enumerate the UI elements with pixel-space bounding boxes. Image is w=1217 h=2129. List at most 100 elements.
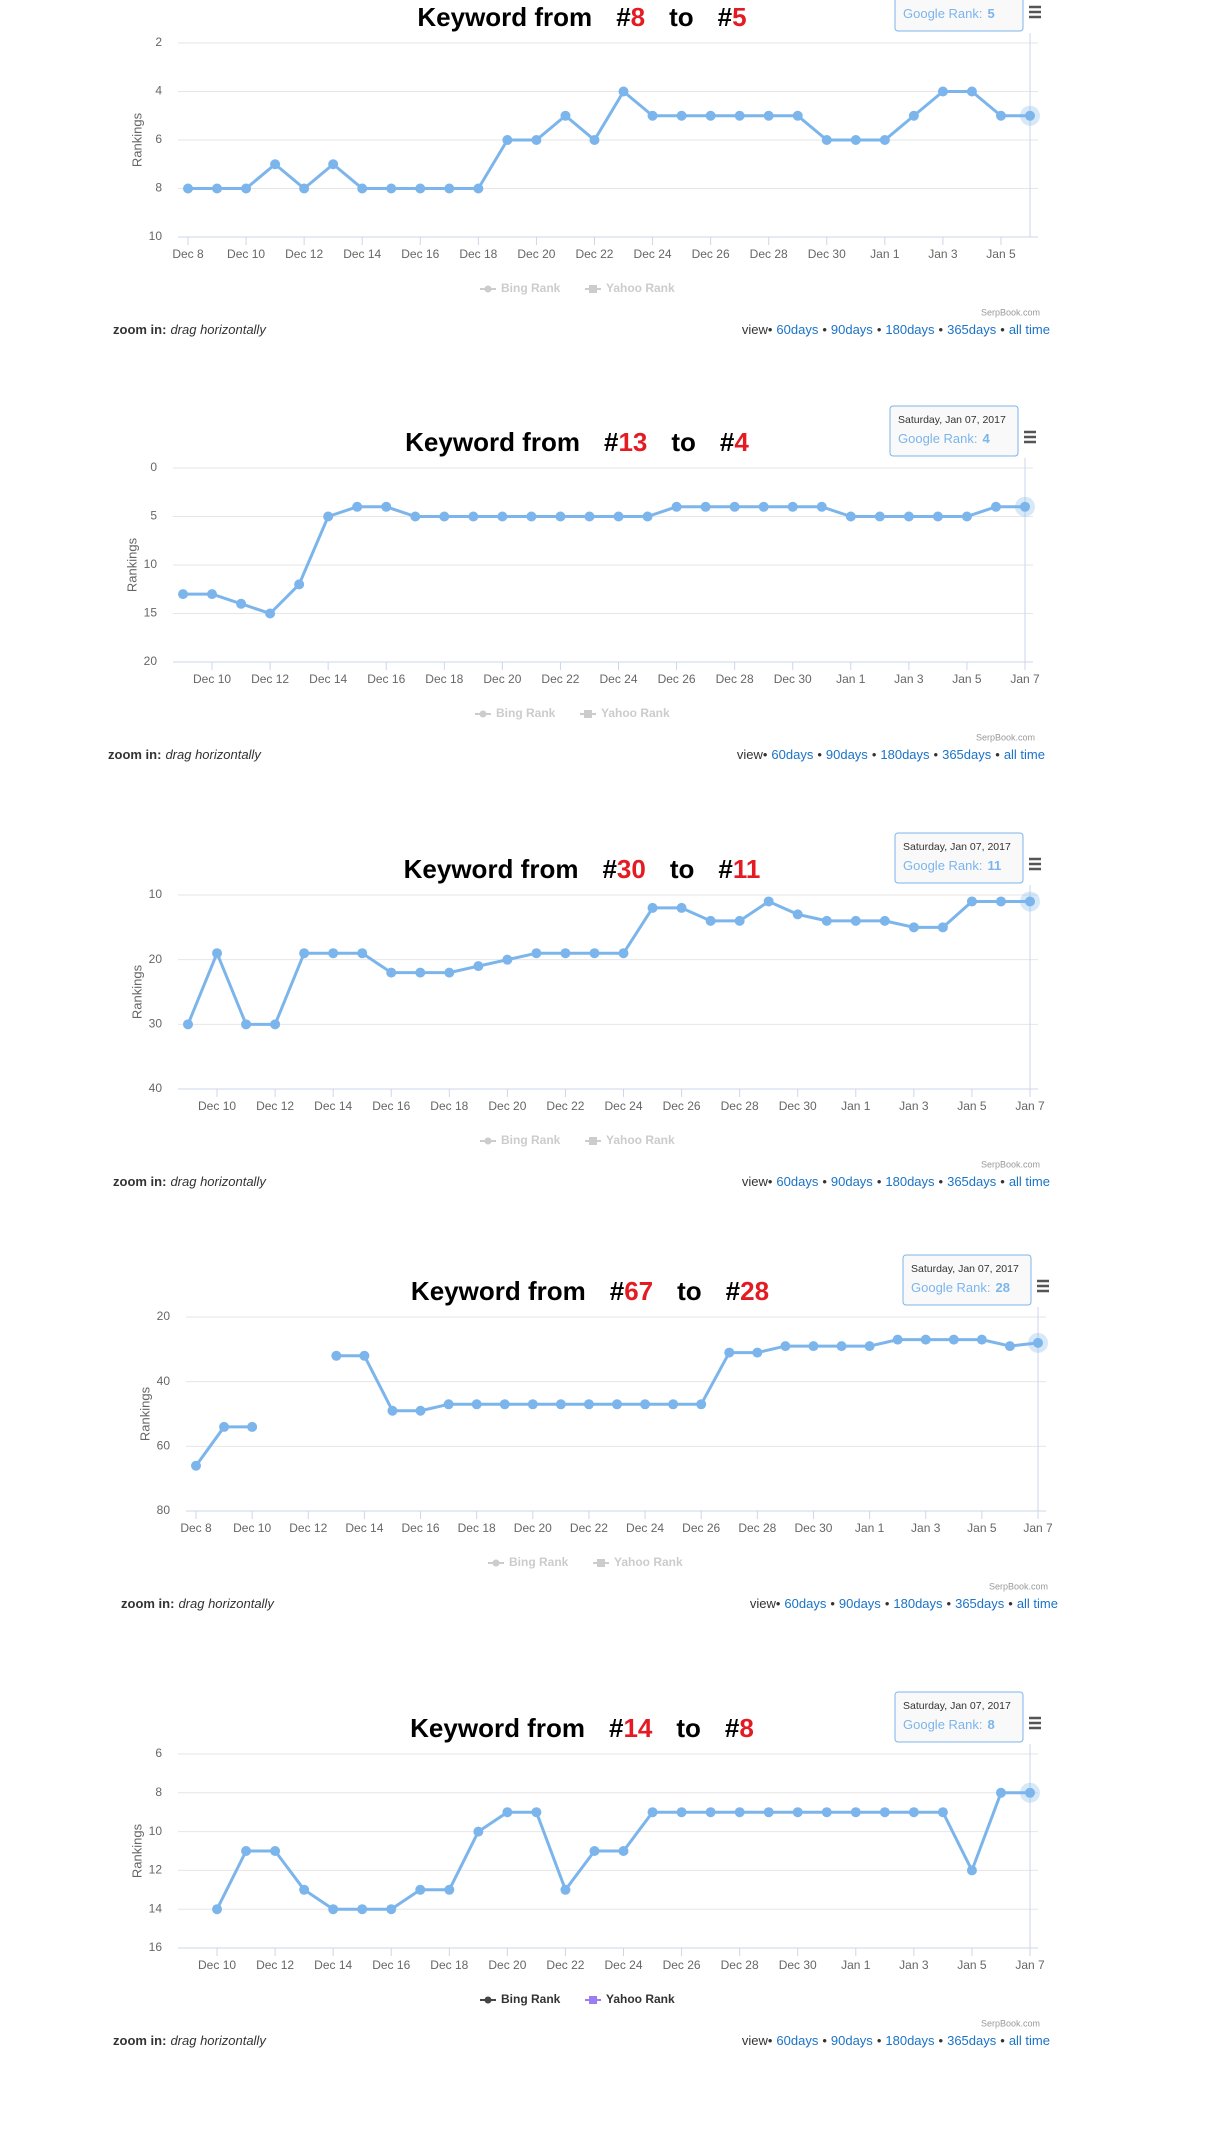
zoom-text: drag horizontally — [170, 2033, 267, 2048]
data-point — [850, 915, 861, 926]
x-tick-label: Dec 20 — [488, 1958, 526, 1972]
x-tick-label: Jan 7 — [1015, 1958, 1045, 1972]
view-link[interactable]: 365days — [947, 2033, 997, 2048]
legend-label[interactable]: Yahoo Rank — [606, 1133, 675, 1147]
view-link[interactable]: 365days — [947, 1174, 997, 1189]
chart: Keyword from #8 to #5 2 4 6 8 10 Rankings Dec 8 Dec… — [113, 0, 1050, 337]
data-point — [1025, 110, 1035, 121]
chart-title: Keyword from #30 to #11 — [404, 854, 761, 884]
view-row: view• 60days • 90days • 180days • 365days • all t… — [742, 322, 1050, 337]
view-separator: • — [934, 747, 939, 762]
view-link[interactable]: 90days — [831, 1174, 873, 1189]
zoom-text: drag horizontally — [170, 322, 267, 337]
data-point — [415, 967, 426, 978]
legend-label[interactable]: Bing Rank — [501, 1992, 561, 2006]
x-tick-label: Dec 26 — [663, 1099, 701, 1113]
tooltip-number: 11 — [988, 858, 1002, 873]
credit: SerpBook.com — [976, 732, 1035, 742]
view-link[interactable]: 365days — [955, 1596, 1005, 1611]
data-point — [473, 961, 484, 972]
data-point — [705, 915, 716, 926]
view-link[interactable]: all time — [1009, 1174, 1050, 1189]
y-tick-label: 10 — [149, 229, 163, 243]
view-link[interactable]: all time — [1017, 1596, 1058, 1611]
legend-label[interactable]: Yahoo Rank — [606, 281, 675, 295]
legend-marker — [479, 710, 487, 718]
view-link[interactable]: 180days — [885, 322, 935, 337]
view-link[interactable]: 60days — [776, 2033, 818, 2048]
title-part: # — [609, 1713, 624, 1743]
view-link[interactable]: all time — [1009, 322, 1050, 337]
data-point — [763, 896, 774, 907]
view-link[interactable]: 365days — [942, 747, 992, 762]
data-point — [299, 1884, 310, 1895]
title-part: 30 — [617, 854, 646, 884]
x-tick-label: Jan 3 — [899, 1958, 929, 1972]
data-point — [836, 1341, 847, 1352]
data-point — [387, 1405, 398, 1416]
data-point — [724, 1347, 735, 1358]
view-link[interactable]: 180days — [893, 1596, 943, 1611]
x-tick-label: Dec 8 — [180, 1521, 212, 1535]
view-link[interactable]: 90days — [831, 322, 873, 337]
data-point — [995, 1787, 1006, 1798]
view-link[interactable]: all time — [1004, 747, 1045, 762]
x-tick-label: Dec 26 — [658, 672, 696, 686]
x-tick-label: Dec 30 — [779, 1099, 817, 1113]
view-link[interactable]: 180days — [885, 2033, 935, 2048]
data-point — [821, 915, 832, 926]
data-point — [444, 967, 455, 978]
data-point — [439, 511, 450, 522]
view-link[interactable]: 90days — [839, 1596, 881, 1611]
data-point — [734, 915, 745, 926]
x-tick-label: Dec 26 — [682, 1521, 720, 1535]
data-point — [386, 183, 397, 194]
legend-label[interactable]: Bing Rank — [509, 1555, 569, 1569]
view-row: view• 60days • 90days • 180days • 365days • all t… — [737, 747, 1045, 762]
tooltip-label: Google Rank: — [903, 858, 983, 873]
data-point — [527, 1399, 538, 1410]
data-point — [792, 110, 803, 121]
y-axis-title: Rankings — [137, 1386, 152, 1441]
legend-marker — [597, 1559, 605, 1567]
view-link[interactable]: 60days — [784, 1596, 826, 1611]
legend-label[interactable]: Bing Rank — [501, 1133, 561, 1147]
view-link[interactable]: 180days — [885, 1174, 935, 1189]
data-point — [763, 1807, 774, 1818]
data-point — [247, 1421, 258, 1432]
view-link[interactable]: 60days — [776, 322, 818, 337]
data-point — [560, 948, 571, 959]
view-separator: • — [822, 1174, 827, 1189]
view-link[interactable]: 60days — [776, 1174, 818, 1189]
legend-label[interactable]: Bing Rank — [496, 706, 556, 720]
x-tick-label: Dec 28 — [716, 672, 754, 686]
legend-label[interactable]: Yahoo Rank — [614, 1555, 683, 1569]
view-link[interactable]: 90days — [826, 747, 868, 762]
title-part: 13 — [618, 427, 647, 457]
data-point — [294, 579, 305, 590]
legend-label[interactable]: Bing Rank — [501, 281, 561, 295]
data-point — [668, 1399, 679, 1410]
series-line — [186, 899, 1030, 1026]
data-point — [845, 511, 856, 522]
zoom-label: zoom in: — [113, 2033, 166, 2048]
data-point — [589, 135, 600, 145]
legend-label[interactable]: Yahoo Rank — [606, 1992, 675, 2006]
data-point — [328, 948, 339, 959]
series-line — [183, 505, 1025, 615]
data-point — [821, 135, 832, 145]
view-link[interactable]: 90days — [831, 2033, 873, 2048]
tooltip-label: Google Rank: — [911, 1280, 991, 1295]
data-point — [864, 1341, 875, 1352]
y-tick-label: 14 — [149, 1901, 163, 1915]
view-link[interactable]: 365days — [947, 322, 997, 337]
legend-label[interactable]: Yahoo Rank — [601, 706, 670, 720]
data-point — [647, 110, 658, 121]
view-link[interactable]: 180days — [880, 747, 930, 762]
x-tick-label: Dec 16 — [367, 672, 405, 686]
view-label: view• — [742, 1174, 773, 1189]
view-link[interactable]: 60days — [771, 747, 813, 762]
view-link[interactable]: all time — [1009, 2033, 1050, 2048]
x-tick-label: Jan 3 — [899, 1099, 929, 1113]
data-point — [700, 501, 711, 512]
